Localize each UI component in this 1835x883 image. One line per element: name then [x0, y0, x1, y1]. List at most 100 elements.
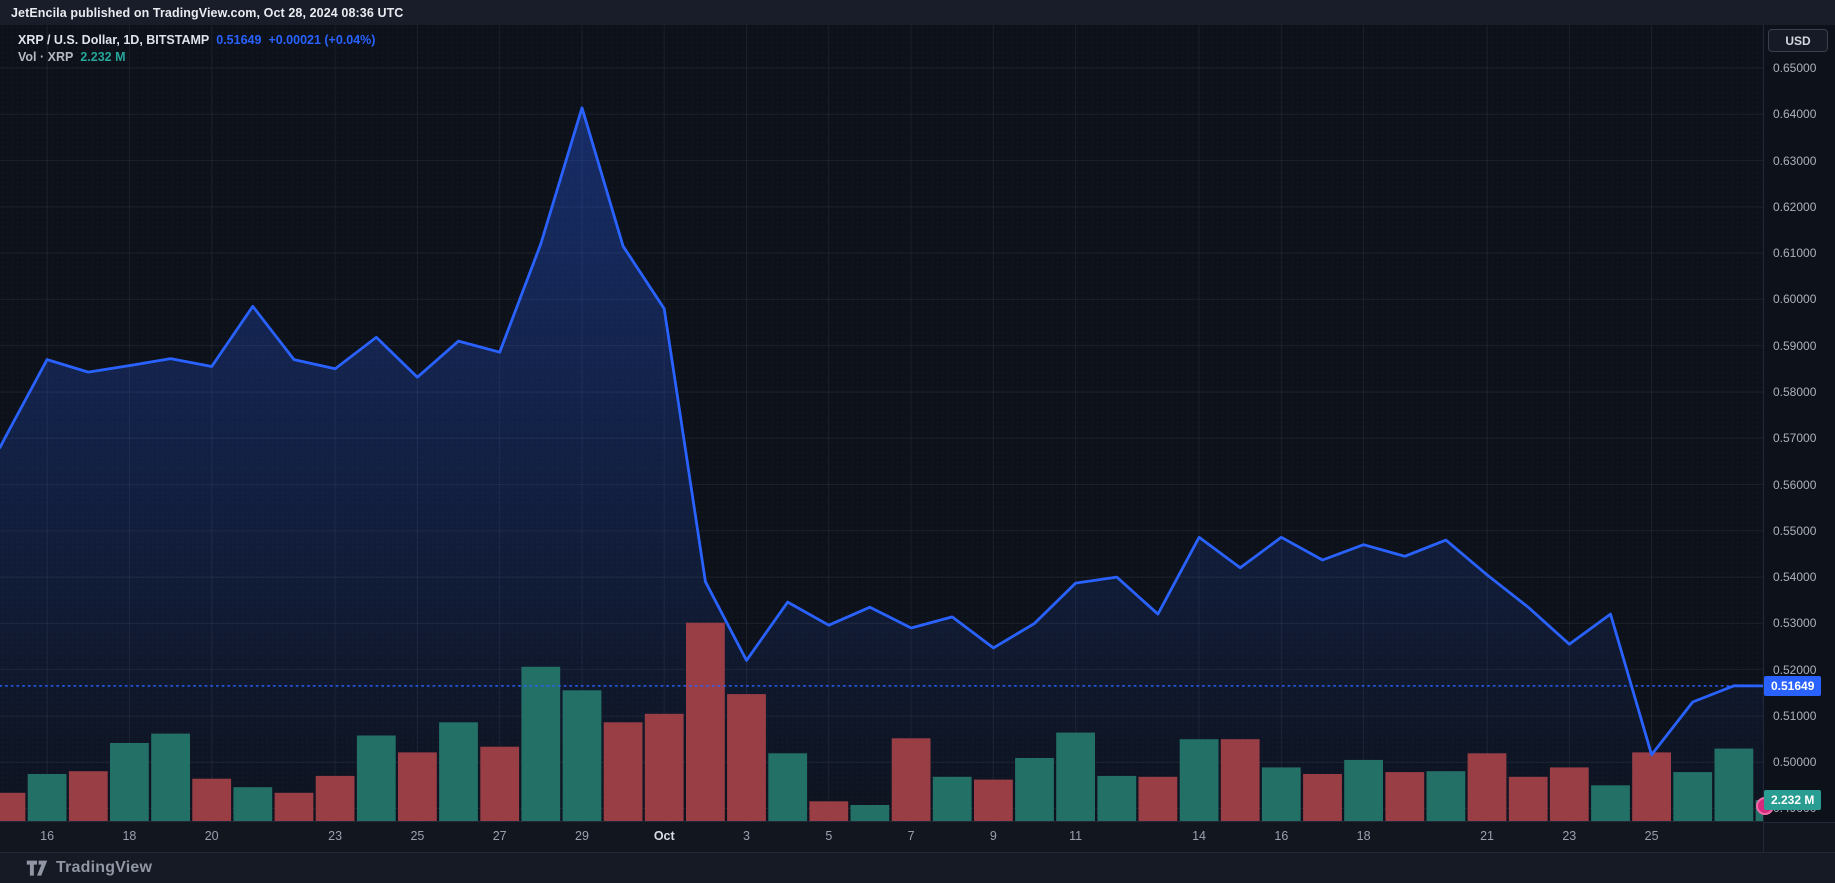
volume-bar	[0, 792, 26, 821]
price-tick-label: 0.58000	[1773, 384, 1817, 399]
last-price-badge: 0.51649	[1764, 675, 1822, 696]
price-tick-label: 0.55000	[1773, 523, 1817, 538]
time-tick-label: 18	[122, 829, 137, 843]
time-tick-label: 18	[1356, 829, 1371, 843]
volume-bar	[1097, 775, 1137, 821]
volume-bar	[1015, 758, 1054, 821]
price-tick-label: 0.50000	[1773, 755, 1817, 770]
volume-bar	[974, 779, 1013, 821]
time-tick-label: 14	[1192, 829, 1206, 843]
chart-main-row: XRP / U.S. Dollar, 1D, BITSTAMP 0.51649 …	[0, 25, 1835, 852]
time-axis[interactable]: 16 18 20 23 25 27 29 Oct 3 5 7 9 11 14 16 18 21 23 25	[0, 822, 1763, 852]
price-tick-label: 0.51000	[1773, 708, 1817, 723]
price-tick-label: 0.59000	[1773, 338, 1817, 353]
volume-bar	[356, 735, 396, 821]
volume-bar	[603, 722, 643, 821]
volume-indicator-value: 2.232 M	[80, 49, 126, 64]
time-tick-label: 3	[743, 829, 750, 843]
price-tick-label: 0.54000	[1773, 570, 1817, 585]
volume-bar	[1467, 753, 1507, 821]
time-tick-label: 9	[989, 829, 997, 843]
volume-bar	[1385, 772, 1425, 821]
axis-corner	[1764, 822, 1835, 852]
time-tick-label: 16	[40, 829, 55, 843]
volume-bar	[274, 792, 314, 821]
published-bar: JetEncila published on TradingView.com, …	[0, 0, 1835, 25]
price-tick-label: 0.57000	[1773, 431, 1817, 446]
volume-bar	[233, 787, 273, 821]
price-change-value: +0.00021 (+0.04%)	[268, 32, 376, 47]
volume-bar	[68, 771, 108, 821]
volume-bar	[891, 738, 931, 821]
volume-bar	[1426, 771, 1466, 821]
area-fill	[0, 107, 1763, 821]
volume-bar	[480, 746, 520, 821]
volume-bar	[151, 733, 190, 821]
volume-bar	[686, 622, 725, 821]
published-text: JetEncila published on TradingView.com, …	[11, 5, 404, 20]
price-line	[0, 106, 1763, 757]
volume-bar	[809, 801, 849, 821]
price-tick-label: 0.60000	[1773, 292, 1817, 307]
time-tick-label: 5	[825, 829, 833, 843]
time-tick-label: 23	[1562, 829, 1577, 843]
volume-indicator-label[interactable]: Vol · XRP	[18, 49, 74, 64]
price-tick-label: 0.53000	[1773, 616, 1817, 631]
volume-bar	[562, 690, 602, 821]
time-tick-label: 16	[1274, 829, 1289, 843]
time-tick-label: 27	[492, 829, 507, 843]
volume-bar	[768, 753, 808, 821]
price-chart-pane[interactable]: XRP / U.S. Dollar, 1D, BITSTAMP 0.51649 …	[0, 25, 1763, 822]
volume-bar	[1591, 785, 1630, 821]
last-price-value: 0.51649	[216, 32, 262, 47]
price-tick-label: 0.52000	[1773, 662, 1817, 677]
price-axis[interactable]: USD 0.51649 2.232 M 0.65000 0.64000 0.6300…	[1763, 25, 1835, 852]
time-tick-label: 21	[1480, 829, 1494, 843]
price-tick-label: 0.63000	[1773, 153, 1817, 168]
volume-bar	[1261, 767, 1301, 821]
time-tick-label: Oct	[653, 829, 675, 843]
chart-legend: XRP / U.S. Dollar, 1D, BITSTAMP 0.51649 …	[18, 31, 375, 65]
volume-bar	[727, 694, 766, 821]
symbol-title[interactable]: XRP / U.S. Dollar, 1D, BITSTAMP	[18, 32, 210, 47]
chart-column: XRP / U.S. Dollar, 1D, BITSTAMP 0.51649 …	[0, 25, 1763, 852]
footer-bar: TradingView	[0, 852, 1835, 883]
volume-bars	[0, 622, 1763, 821]
volume-bar	[315, 775, 355, 821]
price-tick-label: 0.64000	[1773, 107, 1817, 122]
time-tick-label: 11	[1069, 829, 1083, 843]
volume-bar	[521, 666, 561, 821]
volume-bar	[1508, 776, 1548, 821]
volume-bar	[1179, 739, 1219, 821]
time-tick-label: 29	[575, 829, 589, 843]
price-tick-label: 0.65000	[1773, 61, 1817, 75]
tradingview-logo-icon[interactable]	[26, 859, 48, 878]
currency-button[interactable]: USD	[1768, 29, 1828, 52]
time-tick-label: 25	[1644, 829, 1659, 843]
volume-bar	[110, 743, 149, 821]
volume-bar	[1549, 767, 1589, 821]
chart-canvas[interactable]	[0, 25, 1763, 822]
volume-bar	[439, 722, 478, 821]
price-tick-label: 0.62000	[1773, 199, 1817, 214]
volume-bar	[1632, 752, 1671, 821]
time-tick-label: 25	[410, 829, 425, 843]
volume-badge: 2.232 M	[1764, 790, 1822, 811]
time-tick-label: 20	[204, 829, 219, 843]
volume-bar	[192, 778, 232, 821]
price-tick-label: 0.56000	[1773, 477, 1817, 492]
tradingview-logo-text[interactable]: TradingView	[56, 859, 153, 876]
time-tick-label: 23	[328, 829, 343, 843]
time-tick-label: 7	[907, 829, 915, 843]
volume-bar	[1138, 776, 1178, 821]
volume-bar	[1220, 739, 1260, 821]
volume-bar	[1056, 732, 1095, 821]
volume-bar	[1303, 774, 1342, 821]
volume-bar	[398, 752, 437, 821]
price-tick-label: 0.61000	[1773, 246, 1817, 261]
volume-bar	[27, 774, 67, 821]
volume-bar	[1344, 759, 1383, 821]
volume-bar	[850, 805, 890, 821]
volume-bar	[644, 713, 684, 821]
